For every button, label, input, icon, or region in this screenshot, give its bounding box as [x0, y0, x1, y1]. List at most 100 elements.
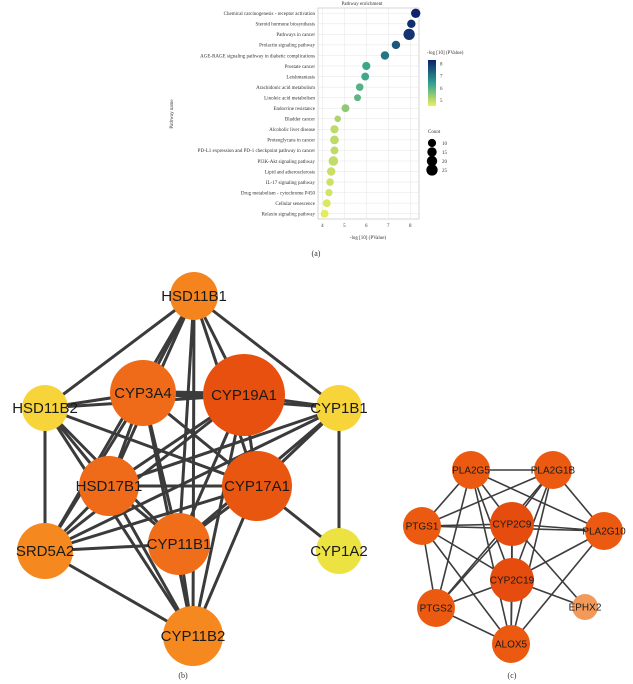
node-circle [492, 625, 530, 663]
plot-a-color-legend: -log [10] (PValue) 8 7 6 5 [427, 51, 464, 106]
pathway-label: Relaxin signaling pathway [262, 213, 316, 218]
size-legend-dot [426, 164, 438, 176]
node-circle [490, 502, 534, 546]
network-node: CYP17A1 [222, 451, 292, 521]
plot-a-xlabel: -log [10] (PValue) [350, 236, 387, 241]
data-point [322, 199, 331, 208]
network-edge [421, 469, 554, 527]
caption-b: (b) [178, 671, 188, 680]
network-node: CYP19A1 [203, 354, 285, 436]
node-label: PLA2G5 [452, 466, 490, 477]
network-edge [177, 294, 196, 546]
network-node: CYP1A2 [310, 528, 368, 574]
network-node: ALOX5 [492, 625, 530, 663]
data-point [354, 94, 362, 102]
pathway-label: Chemical carcinogenesis - receptor activ… [224, 12, 316, 17]
network-edge [510, 530, 605, 645]
network-edge [43, 484, 259, 553]
data-point [361, 72, 370, 81]
network-edge [43, 406, 341, 553]
network-edge [192, 294, 341, 410]
data-point [330, 125, 339, 134]
node-circle [490, 558, 534, 602]
pathway-label: Endocrine resistance [273, 107, 315, 112]
size-legend-dot [427, 138, 437, 148]
node-circle [316, 385, 362, 431]
network-edge [435, 469, 554, 609]
x-tick-label: 5 [343, 224, 346, 229]
network-node: HSD11B1 [161, 272, 227, 320]
data-point [355, 83, 364, 91]
node-label: CYP19A1 [211, 387, 277, 404]
network-edge [421, 525, 512, 645]
node-circle [110, 360, 176, 426]
node-circle [452, 451, 490, 489]
plot-a-title: Pathway enrichment [342, 2, 384, 7]
node-label: CYP17A1 [224, 478, 290, 495]
network-node: HSD11B2 [12, 385, 78, 431]
x-tick-label: 7 [387, 224, 390, 229]
color-legend-title: -log [10] (PValue) [427, 51, 464, 56]
x-tick-label: 4 [321, 224, 324, 229]
node-label: CYP2C19 [490, 576, 535, 587]
node-circle [417, 589, 455, 627]
node-label: CYP2C9 [493, 520, 532, 531]
node-circle [17, 523, 73, 579]
size-legend-items: 10 15 20 25 [426, 138, 448, 176]
pathway-label: Prolactin signaling pathway [259, 44, 315, 49]
caption-c: (c) [508, 671, 517, 680]
network-edge [470, 469, 605, 532]
caption-a: (a) [312, 249, 321, 258]
network-edge [107, 406, 341, 488]
pathway-label: Lipid and atherosclerosis [265, 170, 315, 175]
pathway-label: Cellular senescence [275, 202, 315, 207]
network-edge [191, 294, 196, 638]
color-legend-tick: 6 [440, 87, 443, 92]
pathway-label: Drug metabolism - cytochrome P450 [241, 191, 316, 196]
plot-a-area [317, 7, 420, 220]
node-circle [316, 528, 362, 574]
node-label: PTGS2 [420, 604, 453, 615]
node-circle [163, 606, 223, 666]
size-legend-dot [427, 147, 437, 157]
node-label: PLA2G10 [582, 527, 626, 538]
network-c-nodes: PLA2G5 PLA2G1B PTGS1 CYP2C9 PLA2G10 CYP2C19 PT… [403, 451, 626, 663]
pathway-label: Bladder cancer [285, 118, 315, 123]
data-point [320, 209, 329, 218]
pathway-label: Linoleic acid metabolism [264, 96, 315, 101]
data-point [391, 40, 401, 50]
network-node: CYP11B2 [161, 606, 226, 666]
data-point [334, 115, 342, 123]
network-node: PLA2G5 [452, 451, 490, 489]
panel-b-network: HSD11B1 HSD11B2 CYP3A4 CYP19A1 CYP1B1 HSD17B1… [12, 272, 368, 666]
node-label: PTGS1 [406, 522, 439, 533]
data-point [380, 51, 390, 60]
node-circle [148, 513, 210, 575]
size-legend-label: 20 [442, 160, 448, 165]
pathway-label: Proteoglycans in cancer [267, 139, 315, 144]
node-label: CYP11B1 [147, 536, 212, 553]
node-circle [22, 385, 68, 431]
network-node: PTGS2 [417, 589, 455, 627]
network-edge [510, 469, 554, 645]
plot-a-pathway-labels: Chemical carcinogenesis - receptor activ… [198, 12, 316, 217]
network-edge [470, 469, 512, 645]
node-label: ALOX5 [495, 640, 528, 651]
network-node: PLA2G10 [582, 512, 626, 550]
node-circle [403, 507, 441, 545]
panel-c-network: PLA2G5 PLA2G1B PTGS1 CYP2C9 PLA2G10 CYP2C19 PT… [403, 451, 626, 663]
node-label: CYP11B2 [161, 628, 226, 645]
data-point [330, 146, 339, 155]
pathway-label: Alcoholic liver disease [269, 128, 316, 133]
network-node: EPHX2 [569, 594, 602, 620]
plot-a-size-legend: Count 10 15 20 25 [426, 130, 448, 176]
node-circle [203, 354, 285, 436]
color-legend-tick: 5 [440, 99, 443, 104]
panel-a-enrichment-bubble-chart: Chemical carcinogenesis - receptor activ… [170, 2, 464, 241]
network-node: PTGS1 [403, 507, 441, 545]
data-point [325, 188, 333, 197]
node-label: EPHX2 [569, 603, 602, 614]
node-circle [572, 594, 598, 620]
network-node: CYP3A4 [110, 360, 176, 426]
